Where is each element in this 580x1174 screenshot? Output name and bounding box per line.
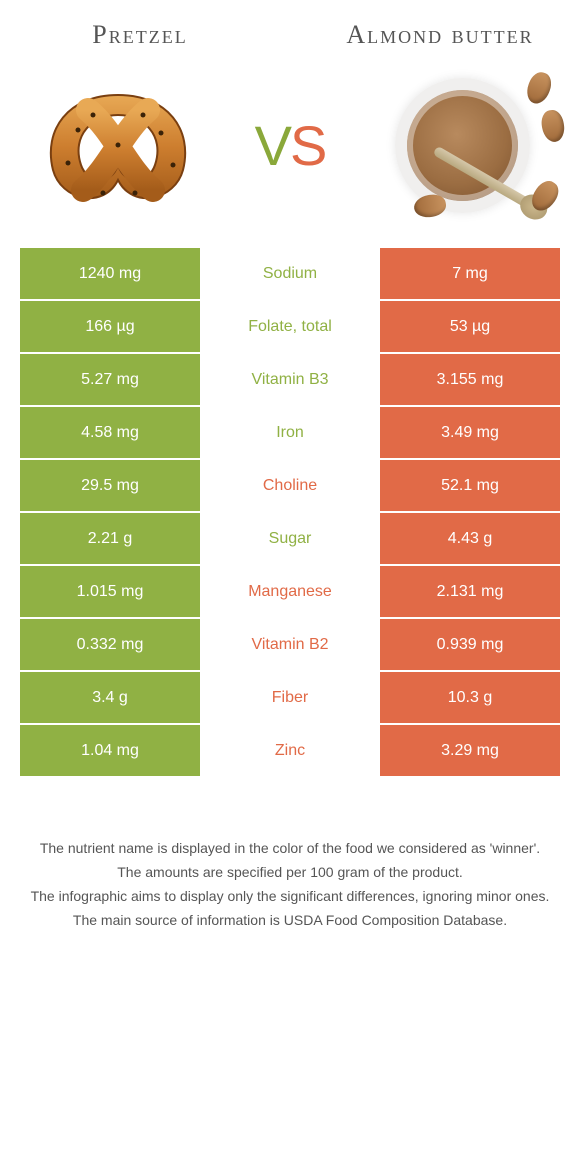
note-line: The main source of information is USDA F… (30, 910, 550, 931)
left-value: 1.04 mg (20, 725, 200, 778)
right-value: 10.3 g (380, 672, 560, 725)
note-line: The nutrient name is displayed in the co… (30, 838, 550, 859)
right-value: 3.29 mg (380, 725, 560, 778)
right-value: 7 mg (380, 248, 560, 301)
title-row: Pretzel Almond butter (20, 20, 560, 50)
nutrient-name: Fiber (200, 672, 380, 725)
nutrient-name: Sugar (200, 513, 380, 566)
table-row: 2.21 gSugar4.43 g (20, 513, 560, 566)
table-row: 0.332 mgVitamin B20.939 mg (20, 619, 560, 672)
vs-label: VS (215, 113, 365, 178)
nutrient-name: Manganese (200, 566, 380, 619)
nutrient-table: 1240 mgSodium7 mg166 µgFolate, total53 µ… (20, 248, 560, 778)
table-row: 1.015 mgManganese2.131 mg (20, 566, 560, 619)
left-value: 166 µg (20, 301, 200, 354)
right-value: 2.131 mg (380, 566, 560, 619)
right-value: 4.43 g (380, 513, 560, 566)
table-row: 1240 mgSodium7 mg (20, 248, 560, 301)
left-value: 1.015 mg (20, 566, 200, 619)
right-value: 53 µg (380, 301, 560, 354)
left-food-image (20, 70, 215, 220)
left-value: 29.5 mg (20, 460, 200, 513)
right-food-title: Almond butter (320, 20, 560, 50)
left-value: 3.4 g (20, 672, 200, 725)
right-value: 3.49 mg (380, 407, 560, 460)
nutrient-name: Choline (200, 460, 380, 513)
right-value: 0.939 mg (380, 619, 560, 672)
table-row: 1.04 mgZinc3.29 mg (20, 725, 560, 778)
vs-v: V (255, 114, 290, 177)
nutrient-name: Folate, total (200, 301, 380, 354)
image-row: VS (20, 70, 560, 220)
left-value: 2.21 g (20, 513, 200, 566)
right-value: 3.155 mg (380, 354, 560, 407)
note-line: The amounts are specified per 100 gram o… (30, 862, 550, 883)
table-row: 166 µgFolate, total53 µg (20, 301, 560, 354)
left-value: 1240 mg (20, 248, 200, 301)
almond-butter-icon (365, 70, 560, 220)
note-line: The infographic aims to display only the… (30, 886, 550, 907)
table-row: 3.4 gFiber10.3 g (20, 672, 560, 725)
nutrient-name: Iron (200, 407, 380, 460)
vs-s: S (290, 114, 325, 177)
left-value: 5.27 mg (20, 354, 200, 407)
table-row: 5.27 mgVitamin B33.155 mg (20, 354, 560, 407)
left-value: 0.332 mg (20, 619, 200, 672)
nutrient-name: Zinc (200, 725, 380, 778)
nutrient-name: Vitamin B3 (200, 354, 380, 407)
right-value: 52.1 mg (380, 460, 560, 513)
left-food-title: Pretzel (20, 20, 260, 50)
table-row: 29.5 mgCholine52.1 mg (20, 460, 560, 513)
right-food-image (365, 70, 560, 220)
table-row: 4.58 mgIron3.49 mg (20, 407, 560, 460)
left-value: 4.58 mg (20, 407, 200, 460)
pretzel-icon (33, 75, 203, 215)
nutrient-name: Vitamin B2 (200, 619, 380, 672)
nutrient-name: Sodium (200, 248, 380, 301)
footnotes: The nutrient name is displayed in the co… (30, 838, 550, 931)
